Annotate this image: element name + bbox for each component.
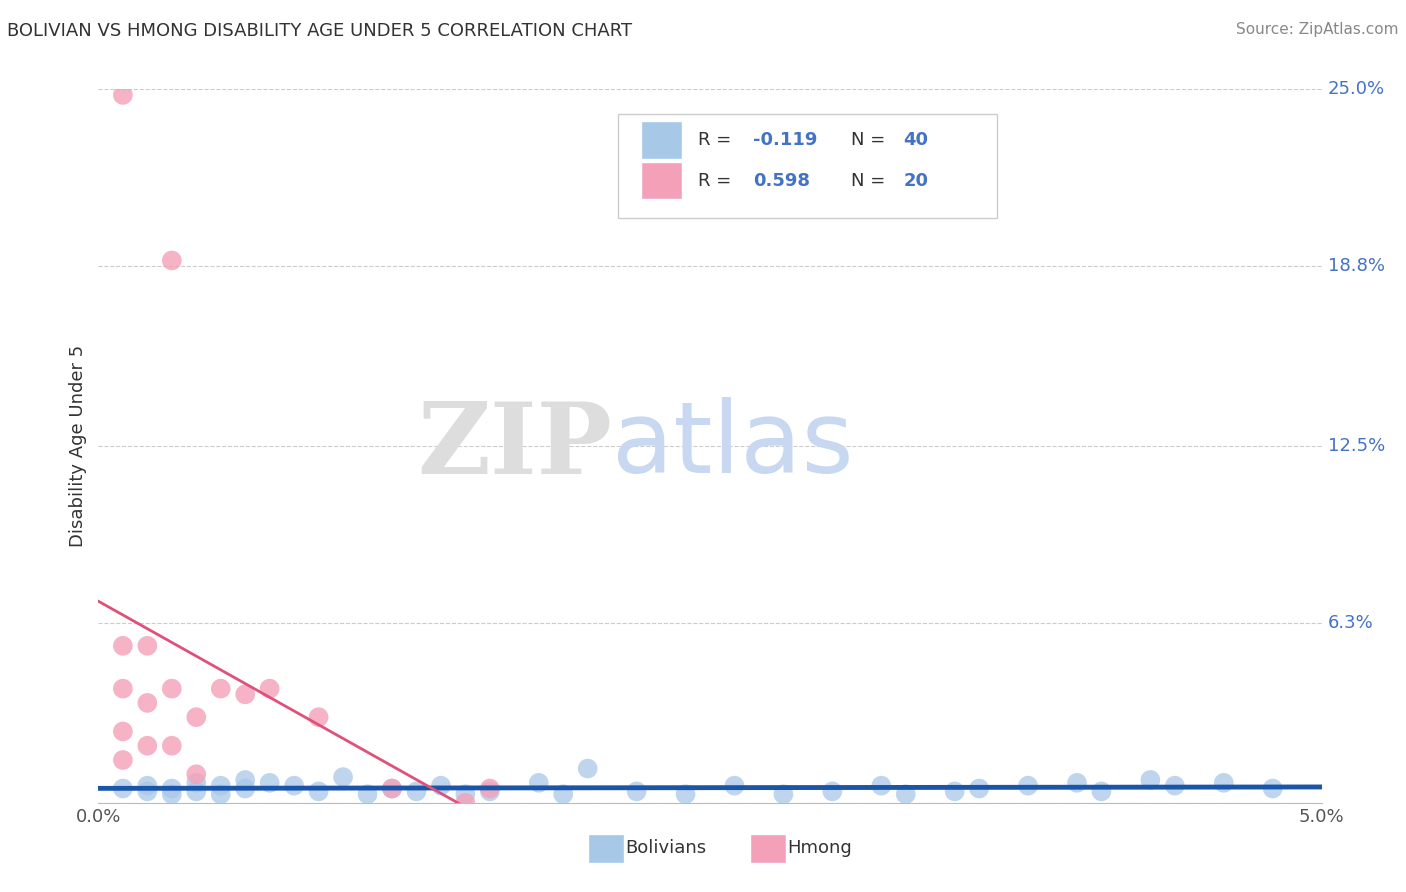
Point (136, 784, 159, 798)
Point (454, 796, 477, 810)
FancyBboxPatch shape (641, 162, 681, 198)
FancyBboxPatch shape (641, 122, 681, 158)
Point (553, 787, 575, 801)
Text: 12.5%: 12.5% (1327, 437, 1385, 455)
Text: Hmong: Hmong (787, 839, 852, 857)
Point (160, 739, 183, 753)
Point (943, 784, 966, 798)
Point (772, 787, 794, 801)
Point (160, 781, 183, 796)
Point (576, 762, 599, 776)
Point (186, 776, 208, 790)
Point (111, 87, 134, 102)
Text: 20: 20 (903, 171, 928, 189)
Point (233, 772, 256, 787)
Text: R =: R = (697, 171, 737, 189)
Point (1212, 776, 1234, 790)
Point (870, 779, 893, 793)
Point (1066, 776, 1088, 790)
Point (308, 710, 330, 724)
Point (111, 639, 134, 653)
Point (186, 710, 208, 724)
Point (675, 787, 697, 801)
Point (894, 787, 917, 801)
Point (160, 787, 183, 801)
Point (111, 681, 134, 696)
Point (308, 784, 330, 798)
Point (136, 696, 159, 710)
Point (136, 639, 159, 653)
FancyBboxPatch shape (619, 114, 997, 218)
Point (626, 784, 648, 798)
Point (111, 781, 134, 796)
Point (259, 776, 281, 790)
Point (1139, 772, 1161, 787)
Point (283, 779, 305, 793)
Point (527, 776, 550, 790)
Point (209, 787, 232, 801)
Point (478, 784, 501, 798)
Point (233, 687, 256, 701)
Point (1164, 779, 1187, 793)
Point (478, 781, 501, 796)
Point (430, 779, 453, 793)
Point (381, 781, 404, 796)
Text: Bolivians: Bolivians (626, 839, 707, 857)
Point (723, 779, 745, 793)
Point (160, 681, 183, 696)
Point (136, 739, 159, 753)
Text: 25.0%: 25.0% (1327, 80, 1385, 98)
Text: N =: N = (851, 131, 890, 149)
Point (111, 724, 134, 739)
Point (186, 784, 208, 798)
Point (381, 781, 404, 796)
Text: Source: ZipAtlas.com: Source: ZipAtlas.com (1236, 22, 1399, 37)
Text: N =: N = (851, 171, 890, 189)
Text: -0.119: -0.119 (752, 131, 817, 149)
Point (1017, 779, 1039, 793)
Point (233, 781, 256, 796)
Text: 6.3%: 6.3% (1327, 614, 1374, 632)
Point (1090, 784, 1112, 798)
Point (259, 681, 281, 696)
Point (209, 779, 232, 793)
Point (967, 781, 990, 796)
Point (111, 753, 134, 767)
Text: 40: 40 (903, 131, 928, 149)
Point (405, 784, 427, 798)
Text: BOLIVIAN VS HMONG DISABILITY AGE UNDER 5 CORRELATION CHART: BOLIVIAN VS HMONG DISABILITY AGE UNDER 5… (7, 22, 633, 40)
Point (1261, 781, 1284, 796)
Y-axis label: Disability Age Under 5: Disability Age Under 5 (69, 345, 87, 547)
Text: R =: R = (697, 131, 737, 149)
Point (454, 787, 477, 801)
Point (332, 770, 354, 784)
Point (356, 787, 378, 801)
Point (160, 253, 183, 268)
Point (821, 784, 844, 798)
Text: 0.598: 0.598 (752, 171, 810, 189)
Text: 18.8%: 18.8% (1327, 257, 1385, 275)
Text: atlas: atlas (612, 398, 853, 494)
Point (136, 779, 159, 793)
Text: ZIP: ZIP (418, 398, 612, 494)
Point (209, 681, 232, 696)
Point (186, 767, 208, 781)
